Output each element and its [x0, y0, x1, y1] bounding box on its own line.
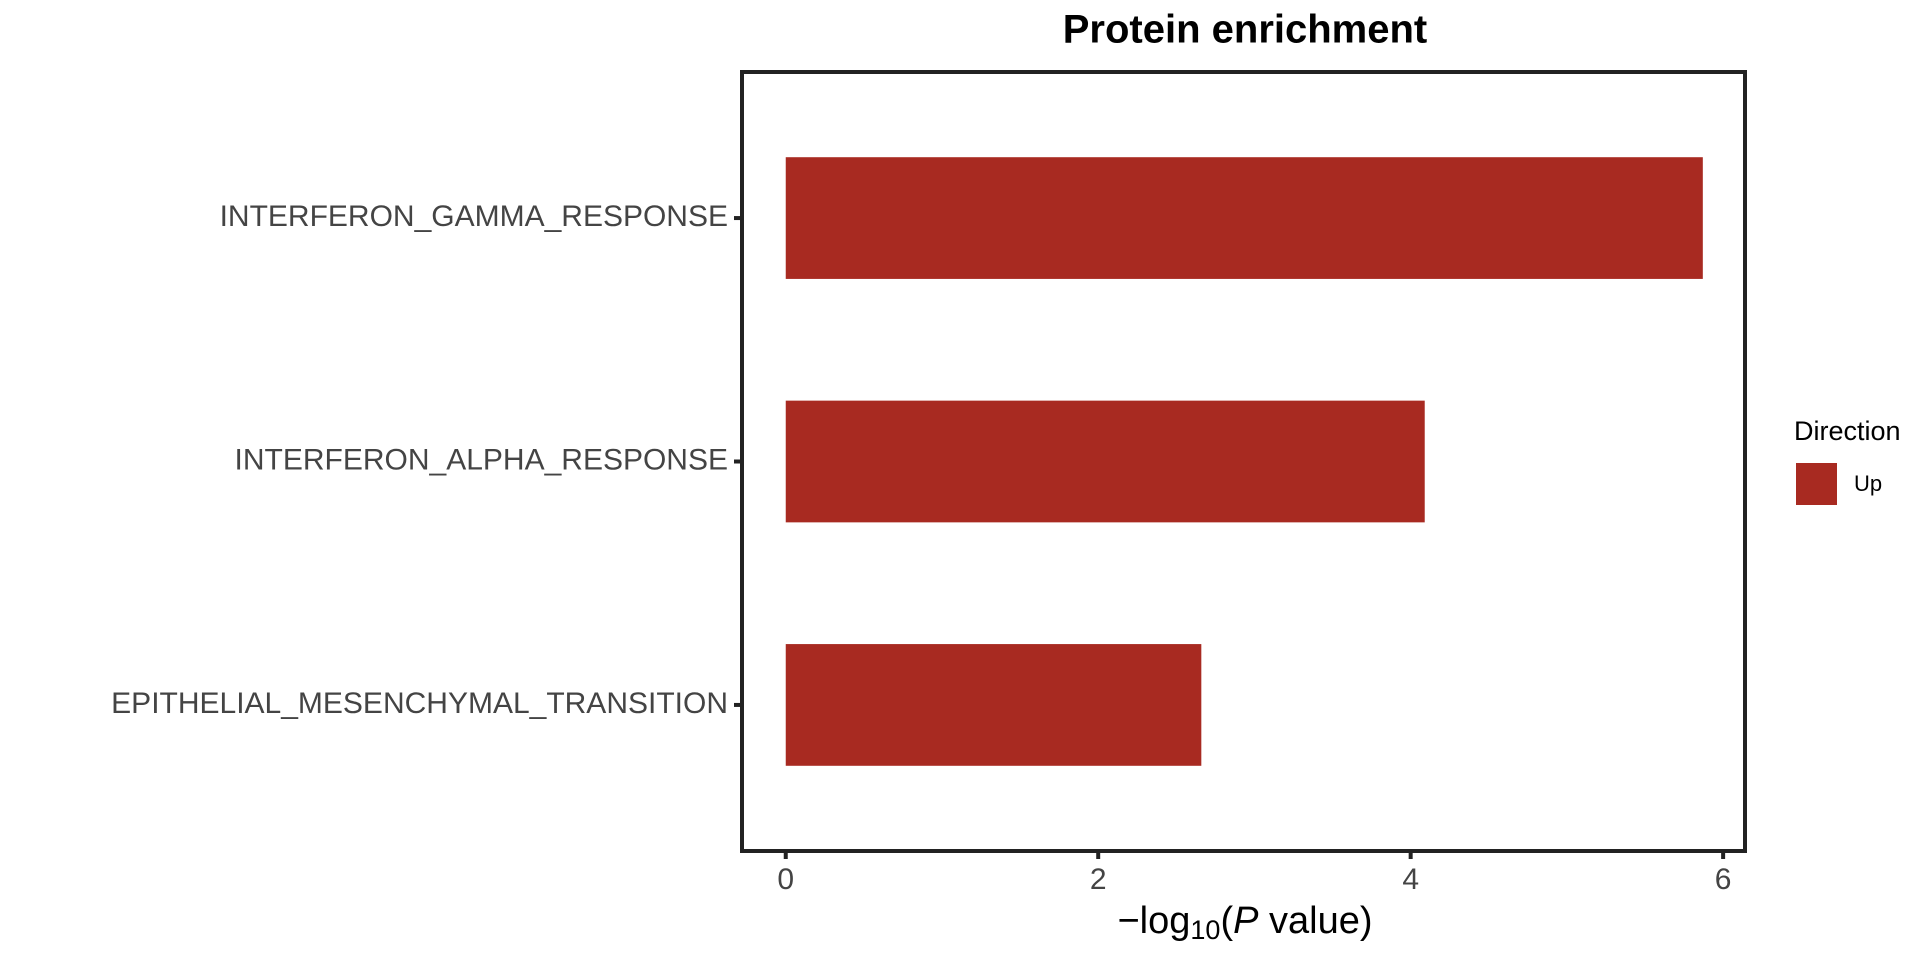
- x-tick-label: 2: [1090, 863, 1107, 896]
- x-label-part: P: [1233, 900, 1259, 942]
- x-label-part: value): [1258, 900, 1372, 942]
- x-label-part: −log: [1117, 900, 1190, 942]
- chart-title: Protein enrichment: [1063, 8, 1428, 52]
- x-tick-label: 4: [1402, 863, 1419, 896]
- x-label-part: (: [1220, 900, 1233, 942]
- x-tick-label: 6: [1715, 863, 1732, 896]
- legend-key: [1796, 463, 1837, 505]
- x-tick-label: 0: [777, 863, 794, 896]
- legend-title: Direction: [1794, 416, 1901, 446]
- bar: [785, 644, 1202, 766]
- y-tick-label: INTERFERON_ALPHA_RESPONSE: [235, 443, 728, 476]
- plot-border: [740, 70, 1747, 853]
- x-axis-label: −log10(P value): [1117, 900, 1372, 945]
- y-tick-label: INTERFERON_GAMMA_RESPONSE: [220, 200, 728, 233]
- x-label-part: 10: [1190, 915, 1220, 945]
- legend-label: Up: [1854, 471, 1882, 496]
- bar: [785, 157, 1703, 279]
- y-tick-label: EPITHELIAL_MESENCHYMAL_TRANSITION: [111, 687, 728, 720]
- bar: [785, 400, 1425, 523]
